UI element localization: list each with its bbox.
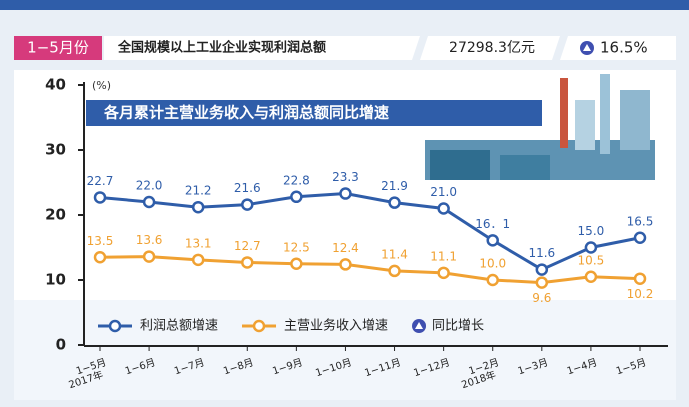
data-point (537, 265, 547, 275)
legend-marker (110, 321, 120, 331)
growth: 16.5% (600, 39, 648, 57)
data-point (291, 259, 301, 269)
metric: 全国规模以上工业企业实现利润总额 (117, 40, 326, 56)
data-point (390, 198, 400, 208)
data-point (144, 252, 154, 262)
legend-label: 利润总额增速 (140, 319, 218, 334)
data-point (340, 189, 350, 199)
data-point (537, 278, 547, 288)
y-tick-label: 10 (45, 271, 66, 289)
value-label: 12.7 (234, 239, 261, 253)
y-tick-label: 40 (45, 76, 66, 94)
value-label: 10.5 (578, 253, 605, 267)
data-point (291, 192, 301, 202)
data-point (193, 202, 203, 212)
value-label: 21.6 (234, 181, 261, 195)
value-label: 12.5 (283, 240, 310, 254)
value-label: 12.4 (332, 241, 359, 255)
data-point (390, 266, 400, 276)
infographic: 1−5月份 全国规模以上工业企业实现利润总额 27298.3亿元 16.5% 各… (0, 0, 689, 407)
data-point (95, 252, 105, 262)
legend-label: 同比增长 (432, 319, 484, 334)
value-label: 11.6 (528, 246, 555, 260)
value-label: 13.6 (136, 233, 163, 247)
value-label: 22.0 (136, 179, 163, 193)
data-point (95, 192, 105, 202)
value-label: 16．1 (475, 217, 510, 231)
data-point (586, 243, 596, 253)
value-label: 9.6 (532, 291, 551, 305)
top-strip (0, 0, 689, 10)
value-label: 11.4 (381, 247, 408, 261)
data-point (439, 268, 449, 278)
data-point (635, 274, 645, 284)
data-point (488, 235, 498, 245)
value-label: 23.3 (332, 170, 359, 184)
value-label: 21.0 (430, 185, 457, 199)
y-tick-label: 30 (45, 141, 66, 159)
value-label: 13.1 (185, 236, 212, 250)
data-point (242, 200, 252, 210)
value-label: 21.2 (185, 184, 212, 198)
data-point (586, 272, 596, 282)
data-point (144, 197, 154, 207)
legend-label: 主营业务收入增速 (284, 318, 388, 334)
value-label: 13.5 (87, 234, 114, 248)
value-label: 22.8 (283, 173, 310, 187)
value-label: 10.0 (479, 257, 506, 271)
amount: 27298.3亿元 (449, 40, 535, 56)
y-tick-label: 20 (45, 206, 66, 224)
data-point (488, 275, 498, 285)
value-label: 16.5 (627, 214, 654, 228)
value-label: 11.1 (430, 249, 457, 263)
value-label: 21.9 (381, 179, 408, 193)
page: {"header": {"period": "1−5月份", "metric":… (0, 0, 689, 407)
value-label: 10.2 (627, 287, 654, 301)
value-label: 15.0 (578, 224, 605, 238)
data-point (439, 204, 449, 214)
data-point (635, 233, 645, 243)
y-axis-label: (%) (92, 79, 111, 92)
period: 1−5月份 (27, 39, 89, 57)
data-point (193, 255, 203, 265)
value-label: 22.7 (87, 174, 114, 188)
y-tick-label: 0 (56, 336, 66, 354)
chart-title: 各月累计主营业务收入与利润总额同比增速 (103, 104, 389, 122)
data-point (242, 257, 252, 267)
legend-marker (254, 321, 264, 331)
data-point (340, 259, 350, 269)
